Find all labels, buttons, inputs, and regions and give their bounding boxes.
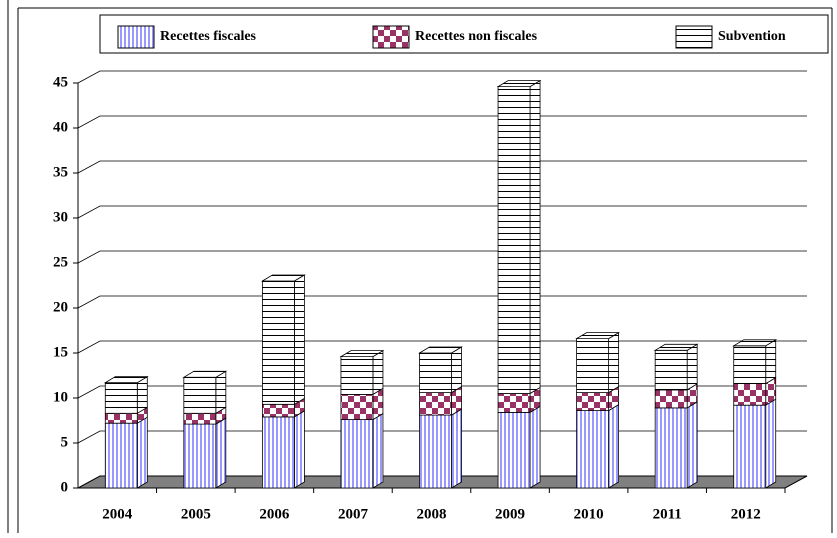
bar (733, 345, 767, 384)
bar-side (765, 398, 777, 489)
bar-side (372, 412, 384, 489)
bar (183, 423, 217, 489)
grid-line (77, 160, 807, 174)
bar-top (575, 332, 621, 340)
bar-top (653, 343, 699, 351)
bar (419, 414, 452, 489)
x-tick-label: 2006 (259, 506, 290, 522)
bar (104, 422, 138, 489)
y-tick-label: 20 (53, 299, 68, 315)
y-tick-label: 40 (53, 119, 68, 135)
y-tick-label: 45 (53, 74, 68, 90)
bar (654, 407, 688, 489)
bar-side (765, 339, 777, 385)
bar (419, 392, 452, 416)
bar (340, 393, 374, 420)
bar (497, 393, 531, 413)
bar-side (215, 417, 227, 489)
bar-side (293, 410, 305, 489)
y-tick-label: 5 (61, 434, 69, 450)
bar (733, 404, 767, 489)
bar (104, 412, 138, 424)
bar-side (215, 370, 227, 415)
y-tick-label: 15 (53, 344, 68, 360)
bar-top (103, 376, 149, 384)
bar (576, 410, 610, 489)
bar (419, 352, 452, 393)
grid-line (77, 340, 807, 354)
bar (340, 419, 374, 489)
bar-side (372, 349, 384, 396)
grid-line (77, 250, 807, 264)
bar-side (686, 343, 698, 391)
bar-side (293, 274, 305, 406)
bar-side (136, 416, 148, 489)
grid-line (77, 205, 807, 219)
legend-label: Recettes non fiscales (415, 29, 538, 44)
bar (261, 403, 295, 418)
bar-side (451, 346, 462, 394)
bar (733, 383, 767, 406)
bar-top (182, 370, 228, 378)
grid-line (77, 115, 807, 129)
x-tick-label: 2004 (102, 506, 133, 522)
legend-label: Recettes fiscales (160, 29, 257, 44)
bar-side (686, 401, 698, 489)
legend-label: Subvention (718, 29, 786, 44)
y-tick-label: 0 (61, 479, 69, 495)
bar-top (339, 350, 385, 358)
y-tick-label: 35 (53, 164, 68, 180)
bar (497, 411, 531, 489)
x-tick-label: 2010 (574, 506, 604, 522)
bar (183, 412, 217, 425)
x-tick-label: 2007 (338, 506, 369, 522)
bar-top (418, 346, 463, 354)
bar (104, 382, 138, 414)
x-tick-label: 2008 (417, 506, 447, 522)
y-tick-label: 10 (53, 389, 68, 405)
bar-side (608, 331, 620, 394)
bar (261, 280, 295, 405)
bar (183, 376, 217, 414)
bar (261, 416, 295, 489)
bar (576, 338, 610, 394)
bar (340, 356, 374, 395)
x-tick-label: 2012 (731, 506, 761, 522)
legend-swatch (675, 25, 713, 49)
x-tick-label: 2009 (495, 506, 525, 522)
bar-side (608, 403, 620, 489)
x-tick-label: 2011 (653, 506, 682, 522)
legend-swatch (372, 25, 410, 49)
x-tick-label: 2005 (181, 506, 211, 522)
y-tick-label: 25 (53, 254, 68, 270)
grid-line (77, 385, 807, 399)
y-tick-label: 30 (53, 209, 68, 225)
bar-side (451, 408, 462, 489)
bar (497, 86, 531, 394)
grid-line (77, 70, 807, 84)
bar-side (529, 405, 541, 489)
bar (654, 349, 688, 391)
bar-top (732, 339, 778, 347)
bar (576, 392, 610, 412)
bar-top (260, 274, 306, 282)
legend-swatch (117, 25, 155, 49)
bar-top (496, 80, 542, 87)
bar-side (529, 79, 541, 395)
grid-line (77, 430, 807, 444)
grid-line (77, 295, 807, 309)
bar (654, 389, 688, 409)
